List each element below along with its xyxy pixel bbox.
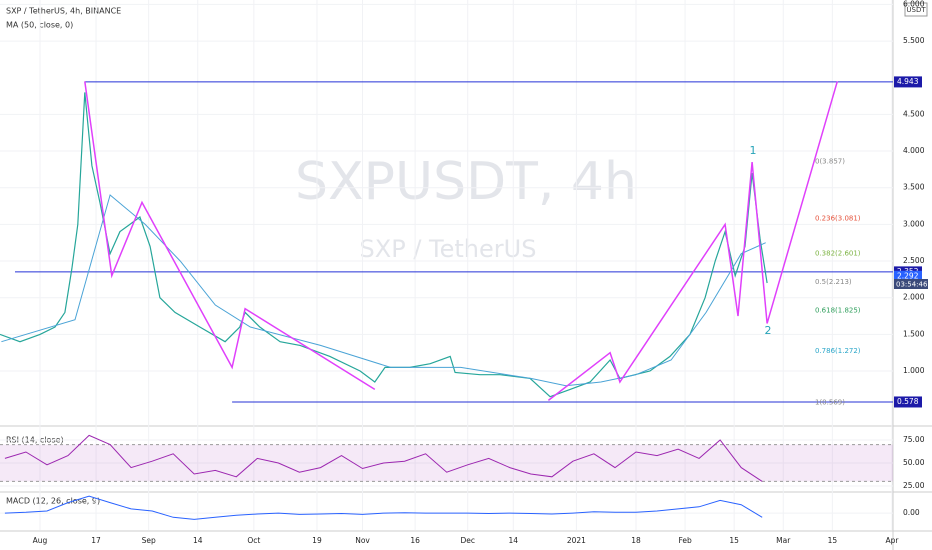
series-line: [4, 495, 763, 520]
y-tick-label: 2.500: [903, 256, 925, 265]
x-tick-label: 16: [410, 536, 420, 545]
wave-drawing: [547, 81, 839, 401]
ma-line: [1, 194, 766, 387]
x-tick-label: Dec: [460, 536, 475, 545]
x-tick-label: Nov: [355, 536, 370, 545]
x-tick-label: 14: [509, 536, 519, 545]
chart-title: SXP / TetherUS, 4h, BINANCE: [6, 7, 121, 16]
watermark-ticker: SXPUSDT, 4h: [295, 152, 637, 212]
y-tick-label: 2.000: [903, 293, 925, 302]
wave-label: 2: [765, 324, 772, 337]
y-tick-label: 5.500: [903, 36, 925, 45]
x-tick-label: 2021: [567, 536, 586, 545]
countdown-box: [894, 279, 928, 289]
watermark-name: SXP / TetherUS: [360, 235, 537, 263]
rsi-band: [0, 444, 893, 482]
x-tick-label: Mar: [776, 536, 791, 545]
fib-level-label: 0.618(1.825): [815, 307, 861, 315]
y-tick-label: 0.00: [903, 508, 920, 517]
y-tick-label: 3.500: [903, 183, 925, 192]
y-tick-label: 6.000: [903, 0, 925, 8]
macd-title: MACD (12, 26, close, 9): [6, 497, 100, 506]
level-label: 0.578: [897, 397, 919, 406]
x-tick-label: 17: [91, 536, 101, 545]
x-tick-label: Feb: [678, 536, 692, 545]
fib-level-label: 1(0.569): [815, 399, 845, 407]
level-label-box: [894, 270, 922, 282]
x-tick-label: 15: [729, 536, 739, 545]
fib-level-label: 0.786(1.272): [815, 347, 861, 355]
x-tick-label: Apr: [885, 536, 899, 545]
y-tick-label: 4.500: [903, 109, 925, 118]
x-tick-label: 19: [312, 536, 322, 545]
y-tick-label: 1.500: [903, 329, 925, 338]
level-label: 4.943: [897, 77, 919, 86]
currency: USDT: [906, 6, 926, 14]
x-tick-label: 18: [631, 536, 641, 545]
y-tick-label: 1.000: [903, 366, 925, 375]
currency-box: [904, 2, 928, 17]
countdown: 03:54:46: [896, 281, 928, 289]
fib-level-label: 0.382(2.601): [815, 250, 861, 258]
x-tick-label: Aug: [33, 536, 48, 545]
wave-drawing: [84, 81, 376, 391]
x-tick-label: 14: [193, 536, 203, 545]
fib-level-label: 0.236(3.081): [815, 214, 861, 222]
y-tick-label: 50.00: [903, 458, 925, 467]
wave-label: 1: [750, 144, 757, 157]
level-label-box: [894, 396, 922, 408]
level-label: 2.292: [897, 271, 919, 280]
x-tick-label: Sep: [142, 536, 156, 545]
x-tick-label: Oct: [247, 536, 260, 545]
series-line: [4, 434, 763, 482]
y-tick-label: 25.00: [903, 481, 925, 490]
y-tick-label: 75.00: [903, 435, 925, 444]
x-tick-label: 15: [828, 536, 838, 545]
y-tick-label: 4.000: [903, 146, 925, 155]
fib-level-label: 0(3.857): [815, 158, 845, 166]
level-label-box: [894, 76, 922, 88]
fib-level-label: 0.5(2.213): [815, 278, 852, 286]
y-tick-label: 3.000: [903, 219, 925, 228]
